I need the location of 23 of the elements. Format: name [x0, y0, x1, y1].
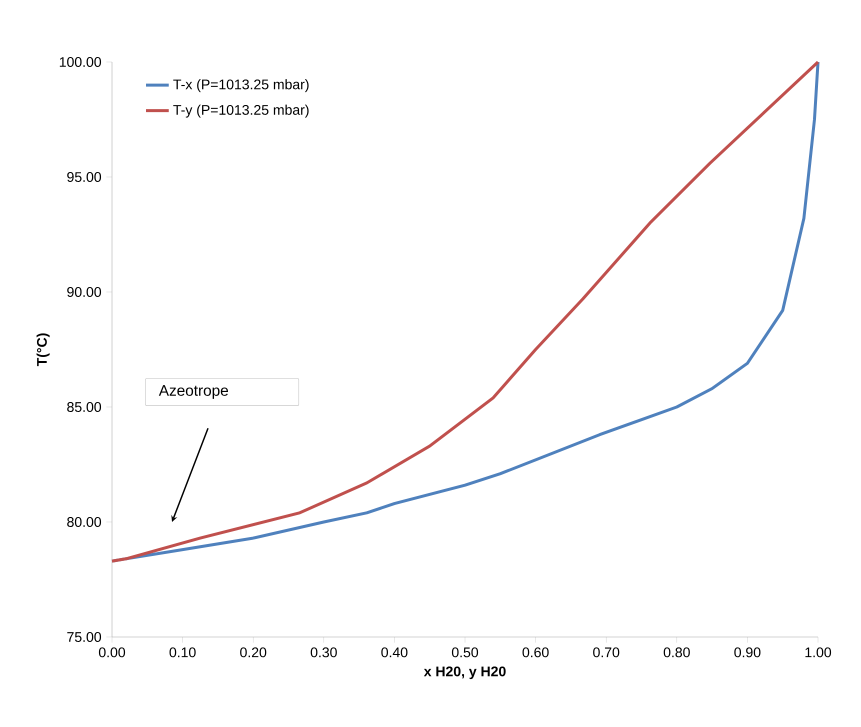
x-tick-label: 0.20 — [240, 647, 266, 658]
x-tick-label: 0.50 — [452, 647, 478, 658]
line-series — [110, 60, 820, 563]
y-tick-label: 90.00 — [67, 287, 102, 297]
x-tick-label: 0.80 — [664, 647, 690, 658]
x-tick-label: 0.10 — [170, 647, 196, 658]
y-tick-label: 100.00 — [60, 57, 102, 67]
y-axis-title: T(°C) — [36, 333, 50, 366]
x-tick-label: 0.40 — [381, 647, 408, 658]
y-tick-label: 75.00 — [67, 632, 102, 642]
legend-label: T-x (P=1013.25 mbar) — [173, 79, 309, 92]
x-tick-label: 0.30 — [310, 647, 337, 658]
x-tick-label: 0.70 — [593, 647, 620, 658]
y-tick-label: 85.00 — [67, 402, 102, 412]
legend-label: T-y (P=1013.25 mbar) — [173, 104, 309, 118]
x-axis-title: x H20, y H20 — [424, 666, 506, 680]
annotation: Azeotrope — [158, 385, 228, 399]
y-tick-label: 80.00 — [67, 517, 102, 527]
x-tick-label: 0.60 — [522, 647, 549, 658]
x-tick-label: 0.90 — [734, 647, 760, 658]
y-tick-label: 95.00 — [67, 172, 102, 182]
x-tick-label: 1.00 — [805, 647, 832, 658]
x-tick-label: 0.00 — [98, 647, 126, 658]
